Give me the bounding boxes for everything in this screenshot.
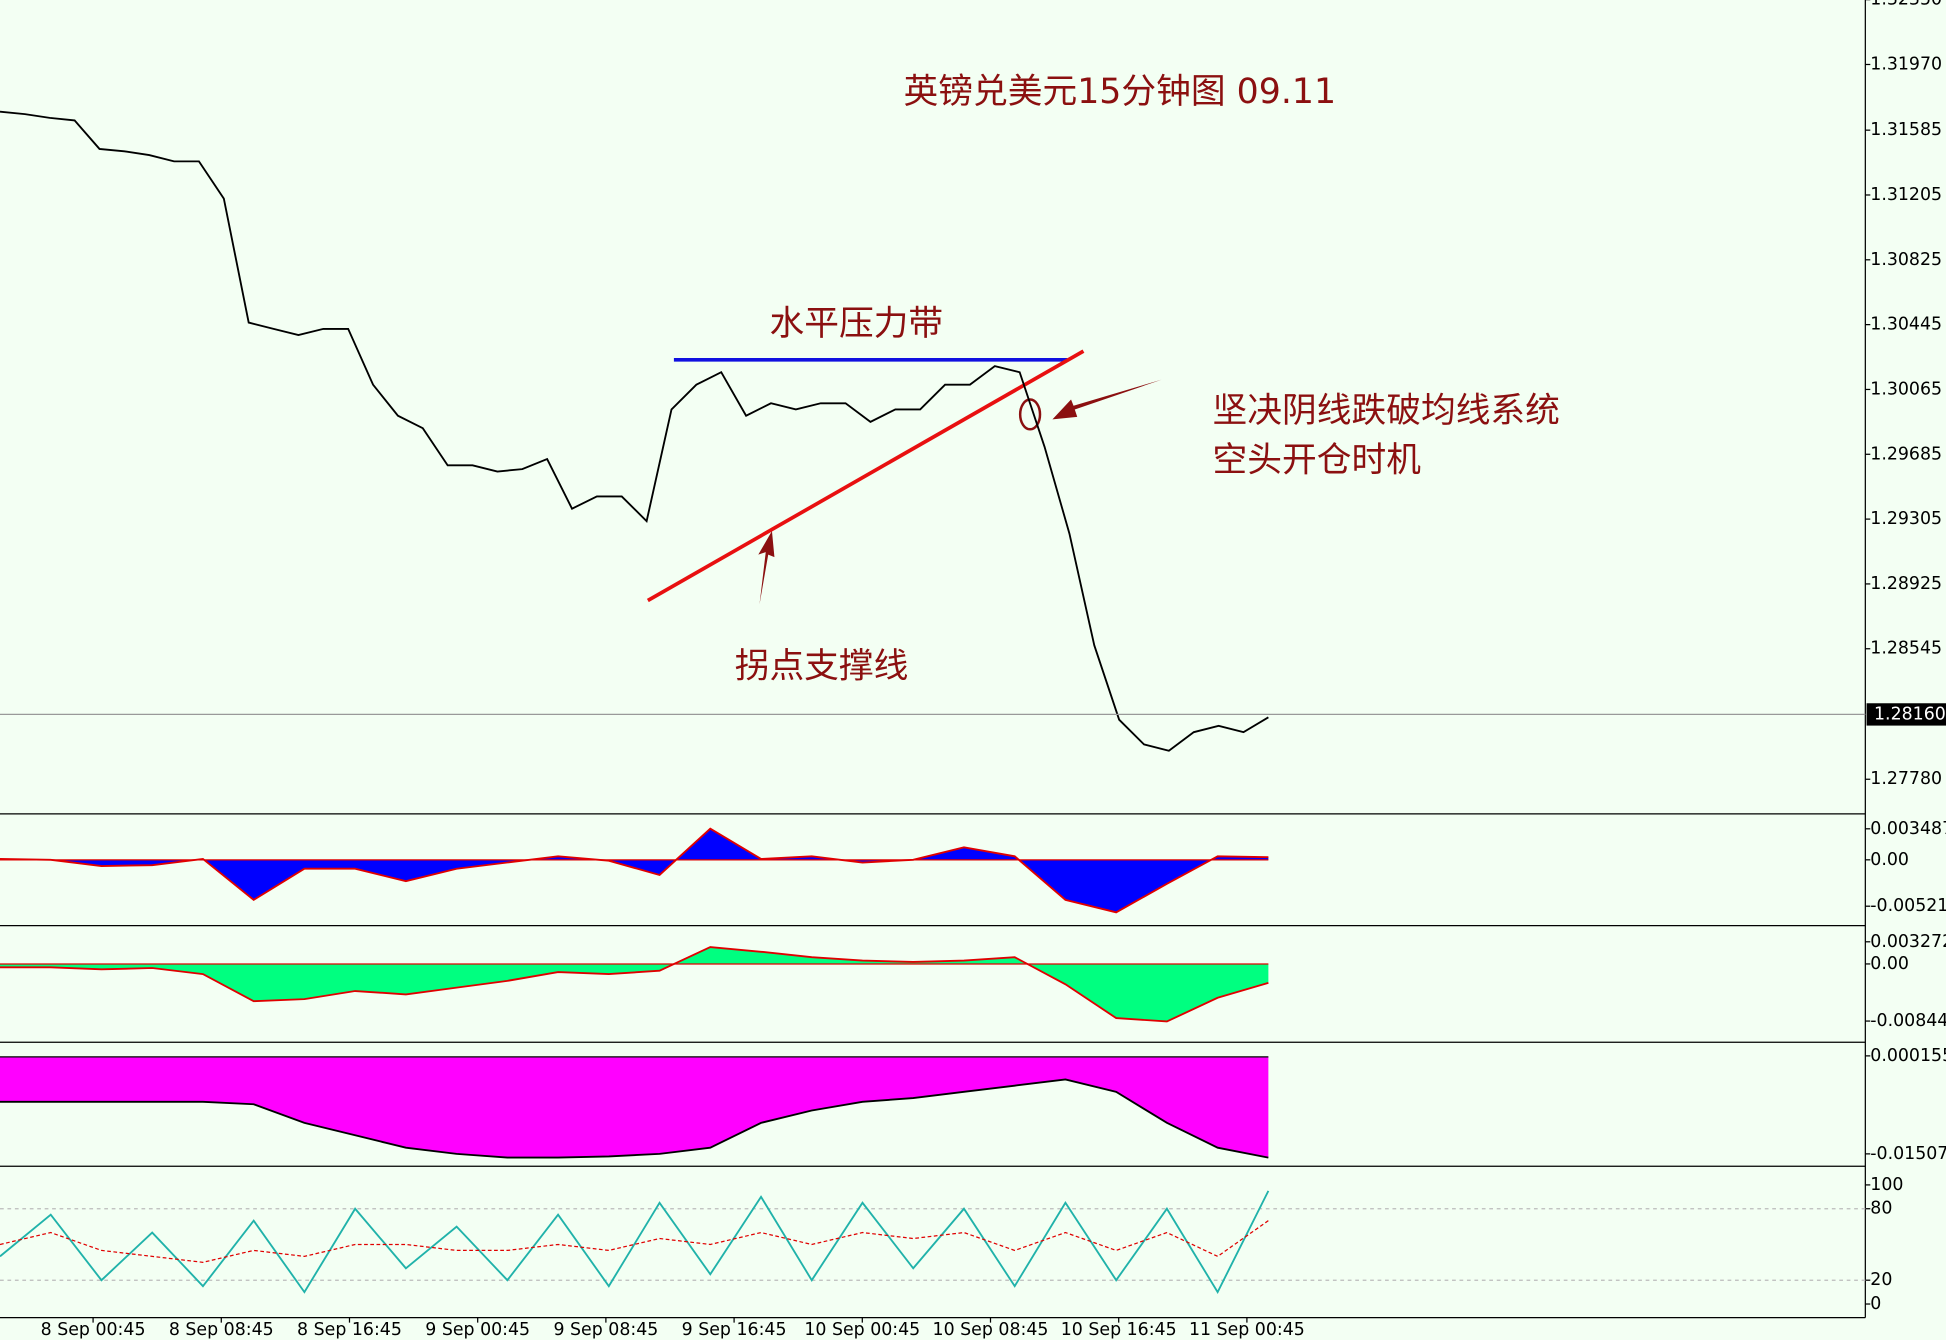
last-price-label: 1.28160: [1874, 704, 1946, 724]
panel-borders: [0, 813, 1866, 1319]
y-tick-label: 1.32350: [1870, 0, 1942, 10]
last-price-box: [1866, 703, 1946, 726]
y-tick-label: 1.29685: [1870, 444, 1942, 464]
series-line: [0, 1078, 1269, 1159]
area-fill: [0, 1056, 1269, 1158]
area-fill: [0, 828, 1269, 913]
y-tick-label: 1.27780: [1870, 769, 1942, 789]
support-line: [646, 349, 1085, 603]
y-tick-label: 80: [1870, 1199, 1892, 1219]
y-tick-label: 1.31585: [1870, 120, 1942, 140]
x-tick-label: 10 Sep 08:45: [933, 1320, 1049, 1340]
y-tick-label: 0: [1870, 1294, 1881, 1314]
y-tick-label: 1.31970: [1870, 54, 1942, 74]
annotation: 水平压力带: [769, 304, 943, 344]
annotation: 坚决阴线跌破均线系统: [1213, 391, 1560, 431]
annotation: 空头开仓时机: [1213, 441, 1421, 481]
y-tick-label: 0.00: [1870, 850, 1909, 870]
y-tick-label: 0.000155: [1870, 1046, 1946, 1066]
series-line: [0, 110, 1269, 752]
y-tick-label: 1.30065: [1870, 379, 1942, 399]
y-tick-label: 1.30825: [1870, 250, 1942, 270]
chart-title: 英镑兑美元15分钟图 09.11: [904, 72, 1337, 112]
x-tick-label: 9 Sep 08:45: [553, 1320, 658, 1340]
y-tick-label: 1.31205: [1870, 185, 1942, 205]
area-fill: [0, 947, 1269, 1022]
y-tick-label: 0.003272: [1870, 932, 1946, 952]
y-tick-label: -0.01507: [1870, 1144, 1946, 1164]
y-tick-label: -0.00844: [1870, 1011, 1946, 1031]
y-tick-label: 20: [1870, 1270, 1892, 1290]
x-tick-label: 8 Sep 08:45: [169, 1320, 274, 1340]
y-tick-label: 1.29305: [1870, 509, 1942, 529]
y-tick-label: 0.00: [1870, 954, 1909, 974]
x-tick-label: 8 Sep 00:45: [41, 1320, 146, 1340]
y-tick-label: 1.28925: [1870, 574, 1942, 594]
series-line: [0, 1190, 1270, 1295]
y-tick-label: -0.00521: [1870, 896, 1946, 916]
break-marker: [1018, 398, 1042, 431]
x-tick-label: 8 Sep 16:45: [297, 1320, 402, 1340]
y-tick-label: 100: [1870, 1175, 1903, 1195]
series-line: [0, 946, 1269, 1023]
y-tick-label: 1.28545: [1870, 639, 1942, 659]
series-line: [0, 827, 1269, 914]
x-tick-label: 10 Sep 00:45: [804, 1320, 920, 1340]
y-tick-label: 0.003487: [1870, 819, 1946, 839]
arrow: [758, 531, 775, 605]
annotation: 拐点支撑线: [735, 647, 909, 687]
x-tick-label: 10 Sep 16:45: [1061, 1320, 1177, 1340]
arrow: [1052, 379, 1162, 420]
x-tick-label: 9 Sep 00:45: [425, 1320, 530, 1340]
y-tick-label: 1.30445: [1870, 315, 1942, 335]
x-tick-label: 11 Sep 00:45: [1189, 1320, 1305, 1340]
x-tick-label: 9 Sep 16:45: [682, 1320, 787, 1340]
